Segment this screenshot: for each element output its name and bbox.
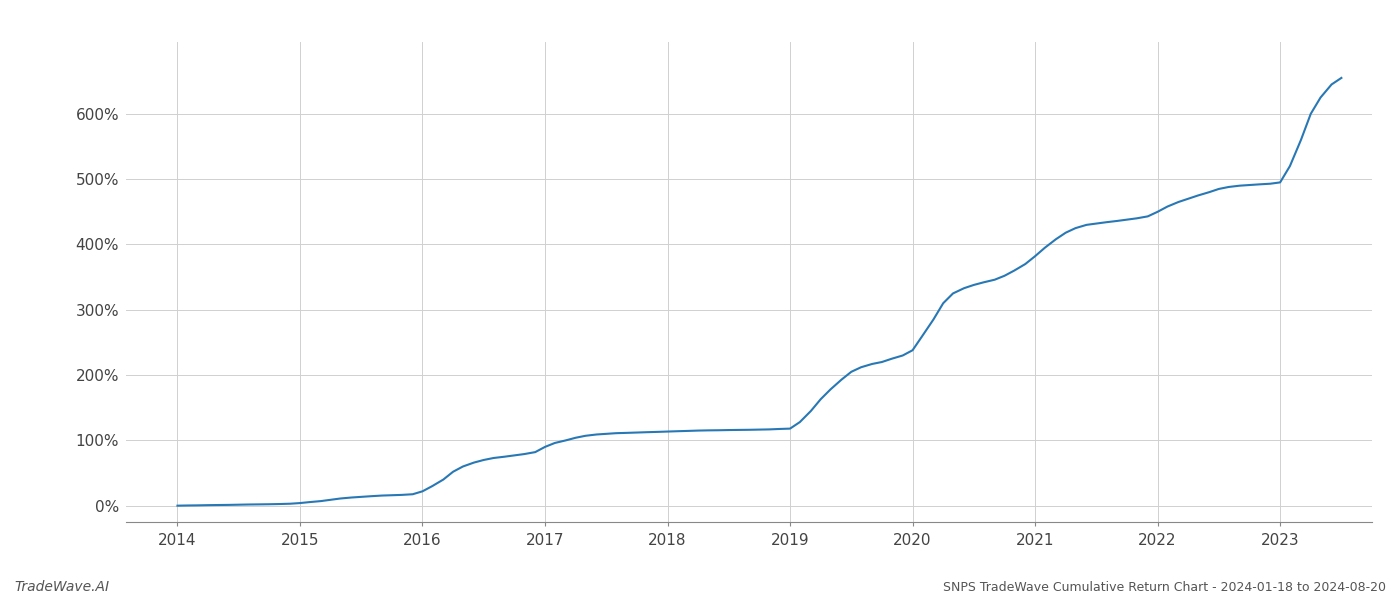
Text: TradeWave.AI: TradeWave.AI (14, 580, 109, 594)
Text: SNPS TradeWave Cumulative Return Chart - 2024-01-18 to 2024-08-20: SNPS TradeWave Cumulative Return Chart -… (944, 581, 1386, 594)
